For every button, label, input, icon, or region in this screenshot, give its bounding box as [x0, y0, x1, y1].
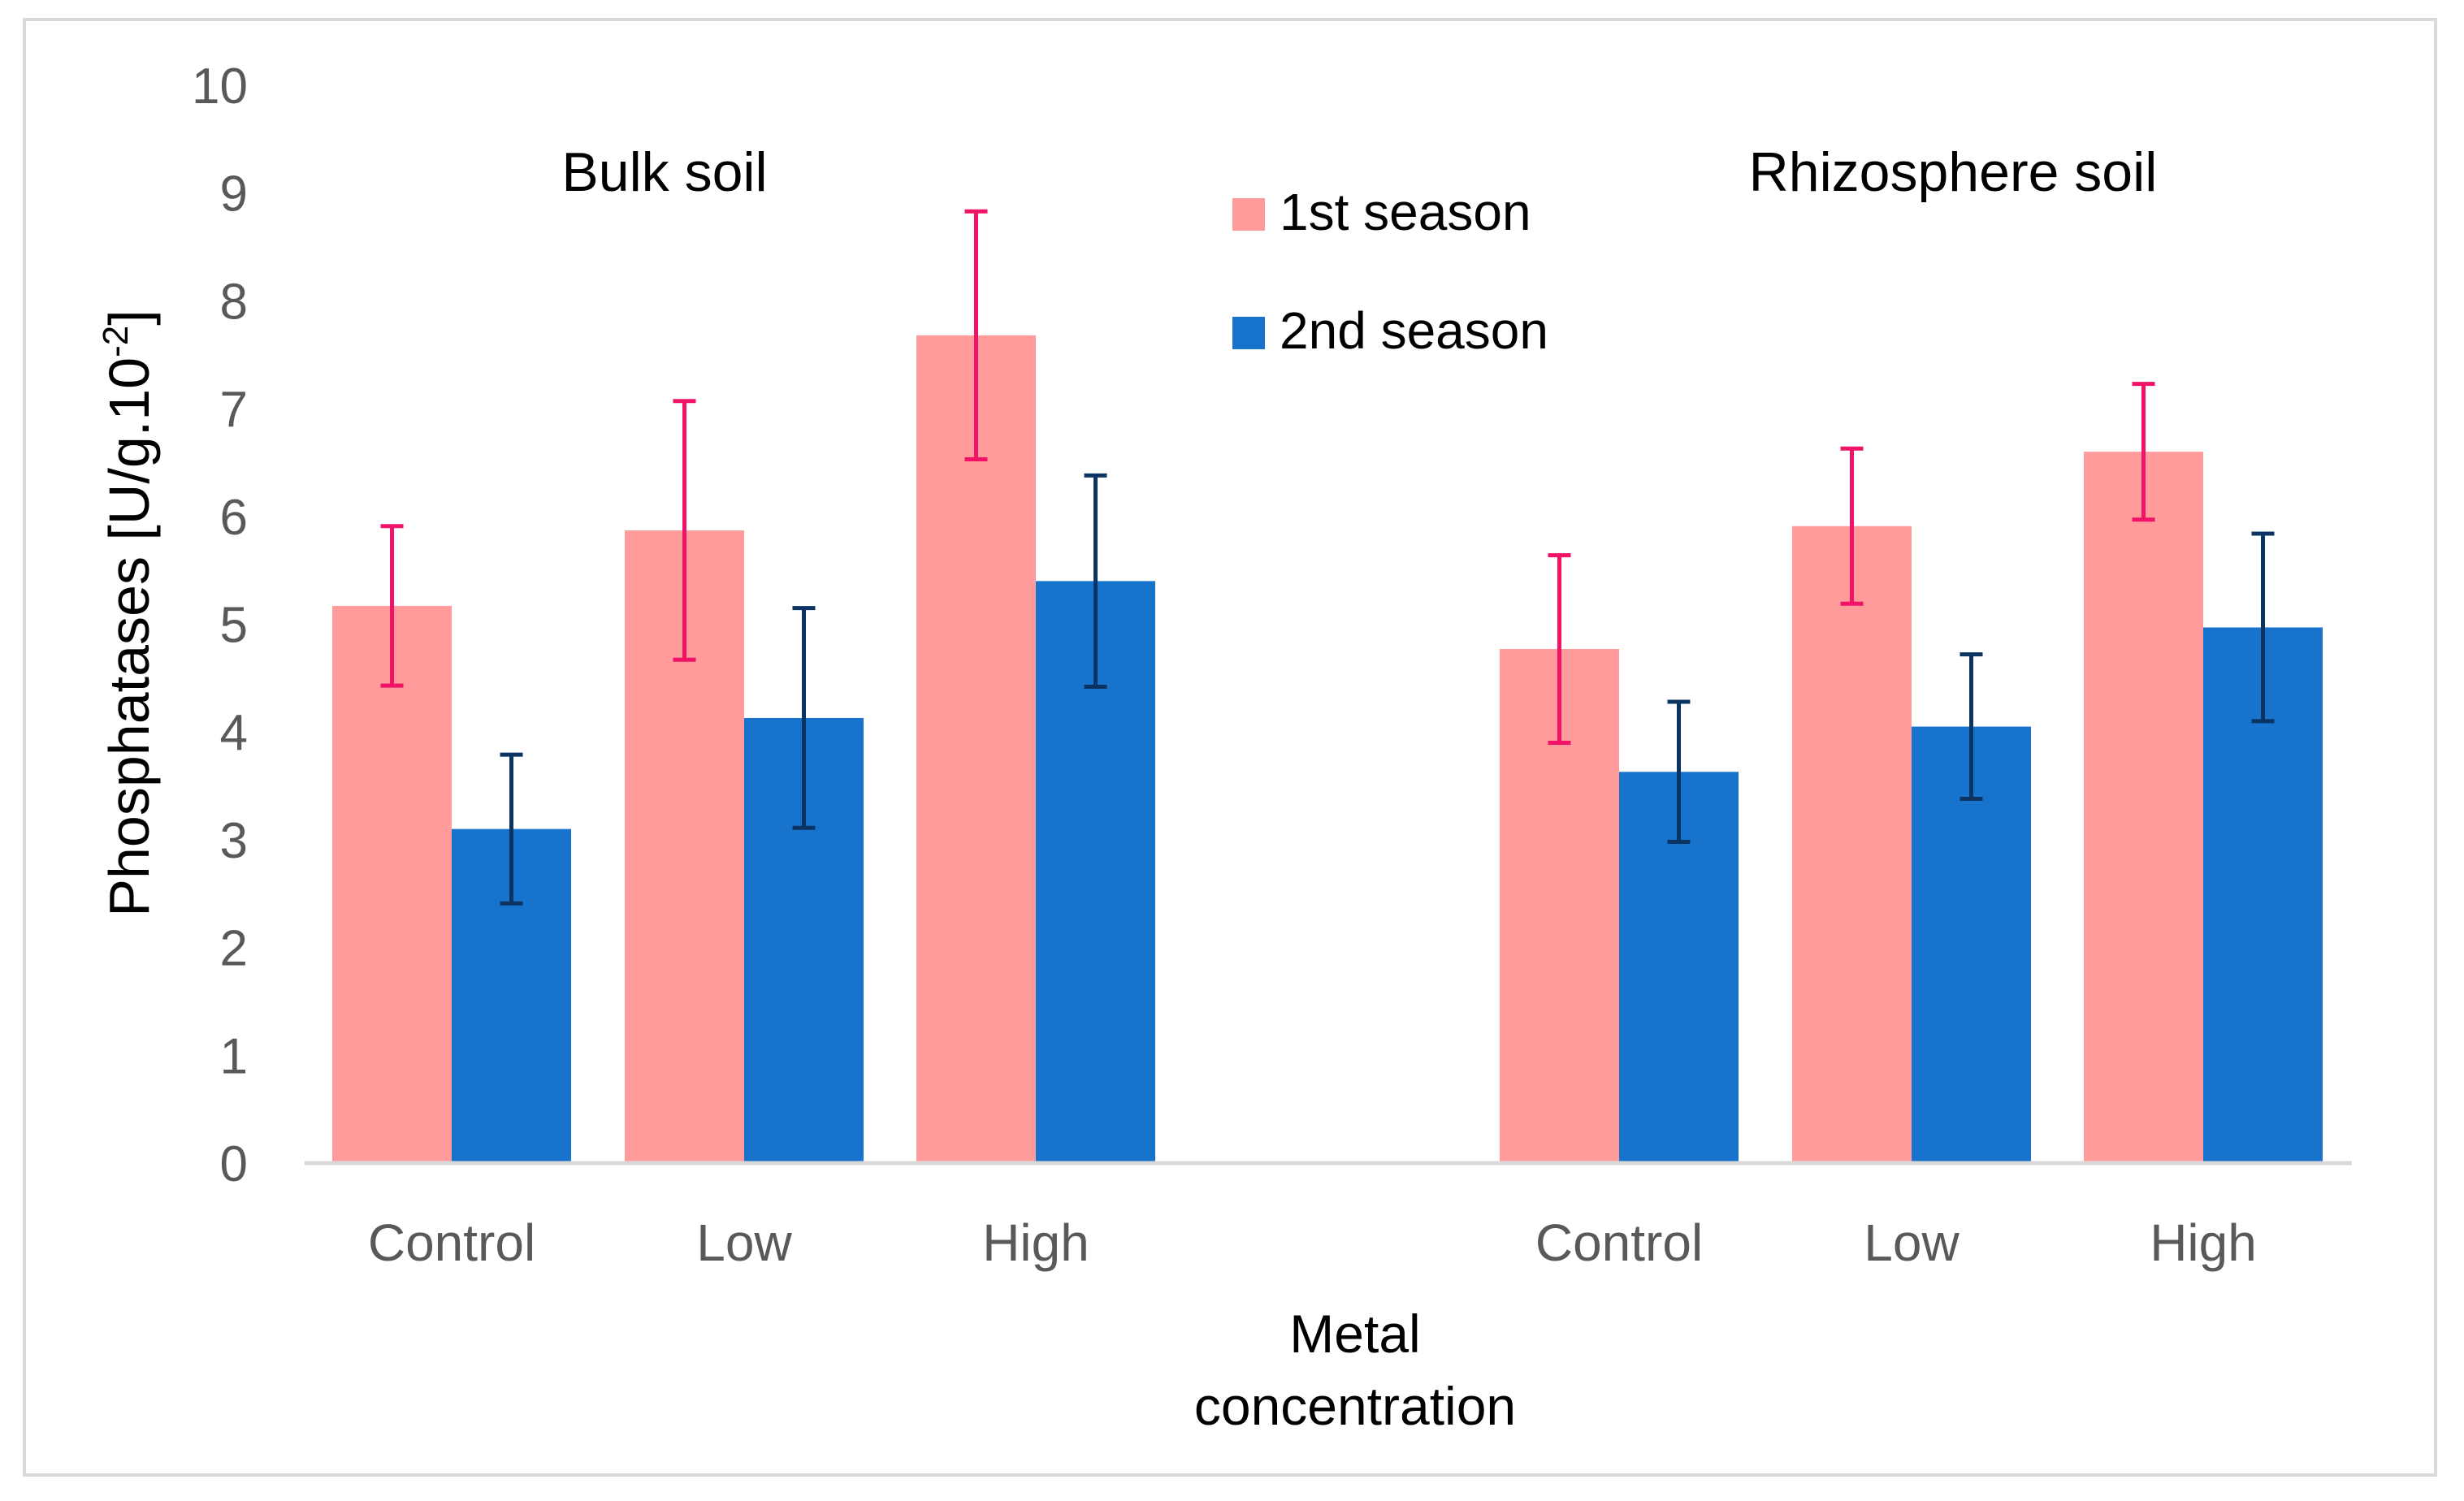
error-bar	[792, 606, 816, 830]
y-tick-label: 8	[220, 274, 248, 330]
x-tick-label: Control	[368, 1213, 535, 1272]
legend-swatch-1st-season	[1232, 198, 1265, 231]
bars	[332, 335, 2323, 1163]
y-tick-label: 9	[220, 167, 248, 223]
error-bar	[1548, 553, 1571, 745]
x-tick-label: Control	[1535, 1213, 1703, 1272]
bar-bulk-control-season1	[332, 605, 452, 1163]
y-tick-label: 0	[220, 1136, 248, 1192]
group-title-bulk: Bulk soil	[561, 141, 767, 203]
legend-swatch-2nd-season	[1232, 317, 1265, 349]
error-bar	[1084, 473, 1107, 689]
x-axis-label-line1: Metal	[1289, 1304, 1420, 1364]
group-title-rhizosphere: Rhizosphere soil	[1749, 141, 2158, 203]
y-tick-label: 4	[220, 705, 248, 761]
bar-bulk-high-season1	[916, 335, 1036, 1163]
y-tick-label: 6	[220, 490, 248, 546]
y-tick-label: 3	[220, 813, 248, 869]
x-axis-categories: Control Low High Control Low High	[368, 1213, 2257, 1272]
error-bar	[964, 209, 988, 461]
bar-rhizosphere-high-season1	[2084, 452, 2203, 1163]
y-axis-label: Phosphatases [U/g.10-2]	[96, 309, 161, 916]
y-tick-label: 10	[192, 58, 248, 115]
error-bars	[380, 209, 2275, 906]
y-axis-ticks: 0 1 2 3 4 5 6 7 8 9 10	[192, 58, 248, 1192]
y-tick-label: 5	[220, 598, 248, 654]
error-bar	[1960, 652, 1983, 801]
legend: 1st season 2nd season	[1232, 183, 1548, 360]
error-bar	[673, 399, 696, 662]
error-bar	[2132, 382, 2155, 522]
legend-label-1st-season: 1st season	[1280, 183, 1531, 241]
bar-rhizosphere-low-season1	[1792, 526, 1912, 1163]
x-tick-label: High	[2150, 1213, 2257, 1272]
legend-label-2nd-season: 2nd season	[1280, 301, 1548, 360]
error-bar	[1667, 699, 1691, 845]
x-tick-label: Low	[696, 1213, 792, 1272]
error-bar	[380, 524, 404, 688]
error-bar	[1840, 446, 1864, 606]
error-bar	[500, 752, 523, 906]
y-tick-label: 7	[220, 382, 248, 438]
x-axis-label-line2: concentration	[1194, 1376, 1516, 1436]
x-tick-label: High	[982, 1213, 1089, 1272]
error-bar	[2251, 531, 2275, 724]
y-tick-label: 1	[220, 1028, 248, 1084]
x-tick-label: Low	[1864, 1213, 1960, 1272]
y-tick-label: 2	[220, 921, 248, 977]
